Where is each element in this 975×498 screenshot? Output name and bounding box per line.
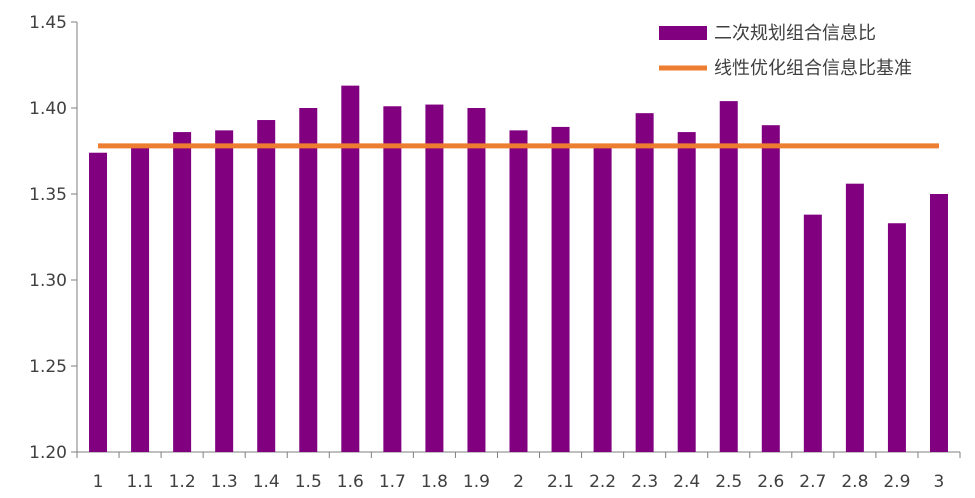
bar	[89, 152, 108, 452]
x-tick-label: 1.6	[337, 472, 364, 492]
bar	[299, 108, 318, 452]
y-tick-label: 1.30	[29, 271, 67, 291]
x-tick-label: 1.5	[295, 472, 322, 492]
bar	[845, 183, 864, 452]
x-tick-label: 1.7	[379, 472, 406, 492]
bar	[551, 126, 570, 453]
y-tick-label: 1.35	[29, 185, 67, 205]
x-tick-label: 2	[513, 472, 524, 492]
y-tick-label: 1.20	[29, 443, 67, 463]
x-tick-label: 1.1	[127, 472, 154, 492]
x-tick-label: 2.6	[757, 472, 784, 492]
bar	[467, 108, 486, 452]
x-tick-label: 2.5	[715, 472, 742, 492]
x-tick-label: 2.9	[883, 472, 910, 492]
y-tick-label: 1.40	[29, 99, 67, 119]
x-tick-label: 1.2	[169, 472, 196, 492]
bar	[257, 120, 276, 452]
x-tick-label: 2.3	[631, 472, 658, 492]
x-tick-label: 1.3	[211, 472, 238, 492]
x-tick-label: 2.7	[799, 472, 826, 492]
bar	[887, 223, 906, 452]
bar	[341, 85, 360, 452]
bar	[719, 101, 738, 453]
legend: 二次规划组合信息比 线性优化组合信息比基准	[659, 23, 912, 79]
x-tick-label: 2.8	[841, 472, 868, 492]
bar	[761, 125, 780, 452]
bar	[803, 214, 822, 452]
legend-swatch-bar	[659, 26, 707, 40]
bar	[215, 130, 234, 453]
bar	[593, 147, 612, 452]
bar	[173, 132, 192, 452]
bar	[425, 104, 444, 452]
bar-series	[89, 85, 948, 453]
y-tick-label: 1.45	[29, 13, 67, 33]
x-tick-label: 1.8	[421, 472, 448, 492]
x-tick-label: 1.9	[463, 472, 490, 492]
x-tick-label: 2.4	[673, 472, 700, 492]
x-tick-label: 1.4	[253, 472, 280, 492]
bar	[383, 106, 402, 452]
x-tick-label: 1	[93, 472, 104, 492]
x-tick-labels: 1 1.1 1.2 1.3 1.4 1.5 1.6 1.7 1.8 1.9 2 2.1 2.2 2.3 2.…	[93, 472, 945, 492]
legend-label-bar: 二次规划组合信息比	[714, 23, 876, 44]
legend-label-line: 线性优化组合信息比基准	[714, 58, 912, 79]
bar	[635, 113, 654, 452]
x-tick-label: 2.1	[547, 472, 574, 492]
bar	[509, 130, 528, 453]
y-tick-labels: 1.20 1.25 1.30 1.35 1.40 1.45	[29, 13, 67, 463]
x-tick-label: 2.2	[589, 472, 616, 492]
bar	[131, 147, 150, 452]
bar	[677, 132, 696, 452]
bar	[929, 194, 948, 452]
x-tick-label: 3	[934, 472, 945, 492]
y-tick-label: 1.25	[29, 357, 67, 377]
